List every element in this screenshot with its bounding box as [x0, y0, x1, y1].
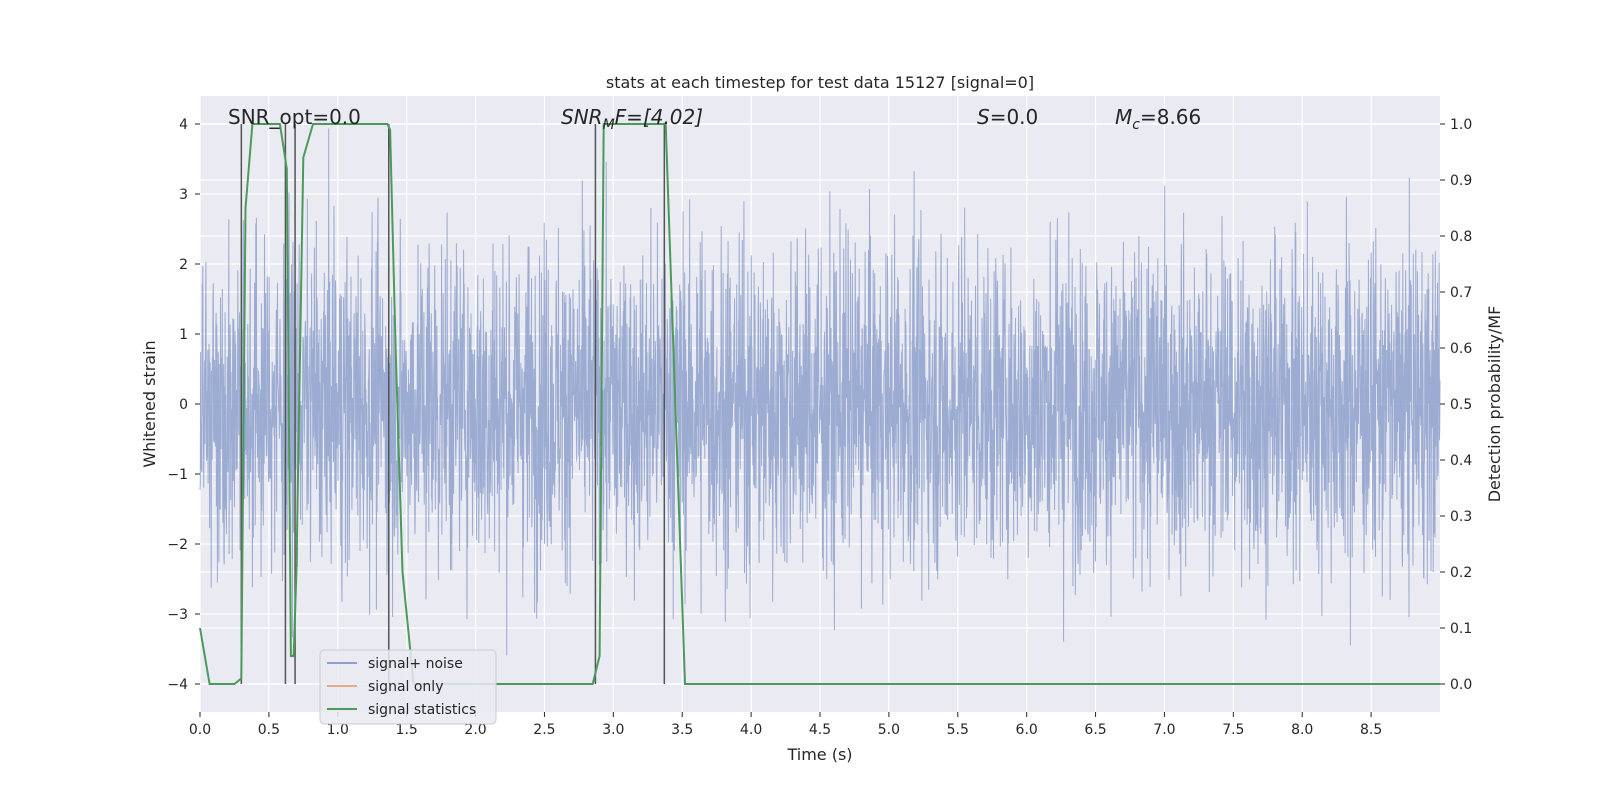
legend-label-signal-only: signal only: [368, 679, 443, 695]
x-tick-label: 7.0: [1153, 722, 1175, 738]
x-tick-label: 8.0: [1291, 722, 1313, 738]
y2-axis-label: Detection probability/MF: [1485, 306, 1504, 503]
x-tick-label: 4.5: [809, 722, 831, 738]
y2-tick-label: 0.7: [1450, 285, 1472, 301]
annotation-s-value: =0.0: [990, 105, 1039, 129]
x-tick-label: 8.5: [1360, 722, 1382, 738]
annotation-mc-symbol: M: [1115, 105, 1132, 129]
x-tick-label: 2.0: [464, 722, 486, 738]
y2-tick-label: 0.5: [1450, 397, 1472, 413]
signal-noise-trace: [199, 128, 1441, 656]
x-tick-label: 2.5: [533, 722, 555, 738]
x-tick-label: 5.0: [878, 722, 900, 738]
y2-tick-label: 0.3: [1450, 509, 1472, 525]
annotation-snr-mf-value: F=[4.02]: [615, 105, 703, 129]
y2-tick-label: 0.0: [1450, 677, 1472, 693]
y-tick-label: 0: [179, 397, 188, 413]
annotation-mc-value: =8.66: [1140, 105, 1201, 129]
series-signal-noise: [199, 128, 1441, 656]
legend-box: [319, 649, 497, 725]
x-tick-label: 5.5: [947, 722, 969, 738]
x-tick-label: 1.0: [327, 722, 349, 738]
y-tick-label: −1: [167, 467, 188, 483]
annotation-mc: Mc=8.66: [1115, 105, 1201, 133]
x-tick-label: 1.5: [396, 722, 418, 738]
x-tick-labels: 0.0 0.5 1.0 1.5 2.0 2.5 3.0 3.5 4.0 4.5 5.0 5.5 6.0 6…: [189, 712, 1382, 738]
annotation-mc-subscript: c: [1132, 117, 1140, 133]
x-axis-label: Time (s): [786, 745, 852, 764]
x-tick-label: 6.5: [1084, 722, 1106, 738]
annotation-snr-mf-symbol: SNR: [561, 105, 603, 129]
y2-tick-label: 0.6: [1450, 341, 1472, 357]
y-tick-label: 2: [179, 257, 188, 273]
y2-tick-labels: 0.0 0.1 0.2 0.3 0.4 0.5 0.6 0.7 0.8 0.9 1.0: [1440, 117, 1472, 693]
x-tick-label: 3.5: [671, 722, 693, 738]
y-tick-label: 3: [179, 187, 188, 203]
y-tick-label: 4: [179, 117, 188, 133]
x-tick-label: 4.0: [740, 722, 762, 738]
annotation-s: S=0.0: [977, 105, 1038, 129]
series-signal-statistics: [199, 123, 1440, 685]
y2-tick-label: 0.1: [1450, 621, 1472, 637]
legend-label-signal-noise: signal+ noise: [368, 656, 463, 672]
annotation-snr-mf: SNRMF=[4.02]: [561, 105, 703, 133]
annotation-s-symbol: S: [977, 105, 990, 129]
y2-tick-label: 1.0: [1450, 117, 1472, 133]
x-tick-label: 6.0: [1016, 722, 1038, 738]
y-axis-label: Whitened strain: [140, 340, 159, 467]
y-tick-label: −4: [167, 677, 188, 693]
y-tick-labels: −4 −3 −2 −1 0 1 2 3 4: [167, 117, 200, 693]
x-tick-label: 0.0: [189, 722, 211, 738]
y-tick-label: −3: [167, 607, 188, 623]
y2-tick-label: 0.2: [1450, 565, 1472, 581]
y2-tick-label: 0.9: [1450, 173, 1472, 189]
legend: signal+ noise signal only signal statist…: [319, 649, 497, 725]
x-tick-label: 0.5: [258, 722, 280, 738]
annotation-snr-mf-subscript: M: [603, 117, 615, 133]
chart-title: stats at each timestep for test data 151…: [606, 73, 1034, 92]
annotation-snr-opt: SNR_opt=0.0: [228, 105, 361, 129]
y-tick-label: −2: [167, 537, 188, 553]
legend-label-signal-statistics: signal statistics: [368, 702, 476, 718]
y2-tick-label: 0.4: [1450, 453, 1472, 469]
x-tick-label: 7.5: [1222, 722, 1244, 738]
y-tick-label: 1: [179, 327, 188, 343]
y2-tick-label: 0.8: [1450, 229, 1472, 245]
x-tick-label: 3.0: [602, 722, 624, 738]
